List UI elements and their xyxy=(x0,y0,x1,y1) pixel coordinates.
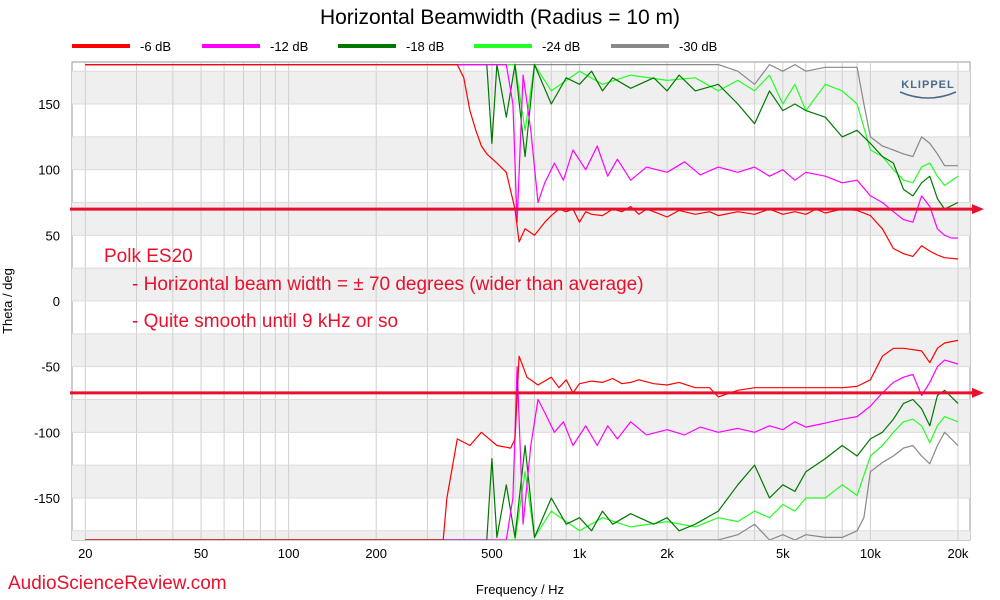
y-tick-label: -100 xyxy=(34,425,60,440)
series-group xyxy=(85,63,959,540)
grid-band xyxy=(72,268,970,301)
y-tick-label: 0 xyxy=(53,294,60,309)
annotation-line-1: - Horizontal beam width = ± 70 degrees (… xyxy=(132,274,644,295)
series-line-upper xyxy=(85,63,958,239)
series-line-upper xyxy=(85,63,959,210)
x-tick-label: 20 xyxy=(78,546,92,561)
series-line-upper xyxy=(85,63,959,260)
grid-band xyxy=(72,71,970,105)
logo-swoosh xyxy=(899,91,957,99)
reference-arrowhead xyxy=(972,204,984,215)
reference-lines xyxy=(70,204,984,398)
klippel-logo: KLIPPEL xyxy=(899,79,957,99)
legend-label: -30 dB xyxy=(679,39,717,54)
grid-band xyxy=(72,399,970,433)
series-line-lower xyxy=(85,359,959,540)
x-tick-label: 10k xyxy=(860,546,881,561)
y-tick-label: 100 xyxy=(38,163,60,178)
tick-labels: 20 50 100 200 500 1k 2k 5k 10k 20k150100500-50-10… xyxy=(34,97,969,561)
x-axis-label: Frequency / Hz xyxy=(476,582,564,597)
grid-band xyxy=(72,530,970,540)
x-tick-label: 100 xyxy=(278,546,300,561)
annotation-line-2: - Quite smooth until 9 kHz or so xyxy=(132,311,398,332)
x-tick-label: 200 xyxy=(365,546,387,561)
y-tick-label: 50 xyxy=(46,228,60,243)
y-tick-label: 150 xyxy=(38,97,60,112)
x-tick-label: 20k xyxy=(947,546,968,561)
legend-label: -12 dB xyxy=(270,39,308,54)
legend-label: -18 dB xyxy=(406,39,444,54)
series-line-lower xyxy=(85,416,959,540)
logo-text: KLIPPEL xyxy=(901,79,954,91)
reference-arrowhead xyxy=(972,387,984,398)
annotation-title: Polk ES20 xyxy=(104,246,193,267)
y-axis-label: Theta / deg xyxy=(0,268,15,334)
annotation-block: Polk ES20 - Horizontal beam width = ± 70… xyxy=(104,246,644,332)
x-tick-label: 500 xyxy=(481,546,503,561)
series-line-lower xyxy=(85,431,959,540)
series-line-lower xyxy=(85,339,959,540)
y-tick-label: -150 xyxy=(34,491,60,506)
legend: -6 dB -12 dB -18 dB -24 dB -30 dB xyxy=(72,39,717,54)
y-tick-label: -50 xyxy=(41,360,60,375)
x-tick-label: 5k xyxy=(776,546,790,561)
series-line-upper xyxy=(85,63,959,186)
legend-label: -24 dB xyxy=(542,39,580,54)
x-tick-label: 1k xyxy=(573,546,587,561)
chart-title: Horizontal Beamwidth (Radius = 10 m) xyxy=(320,6,680,29)
grid-band xyxy=(72,202,970,236)
grid-band xyxy=(72,136,970,170)
series-line-upper xyxy=(85,63,958,167)
watermark: AudioScienceReview.com xyxy=(8,573,227,594)
legend-label: -6 dB xyxy=(140,39,171,54)
x-tick-label: 2k xyxy=(660,546,674,561)
x-tick-label: 50 xyxy=(194,546,208,561)
